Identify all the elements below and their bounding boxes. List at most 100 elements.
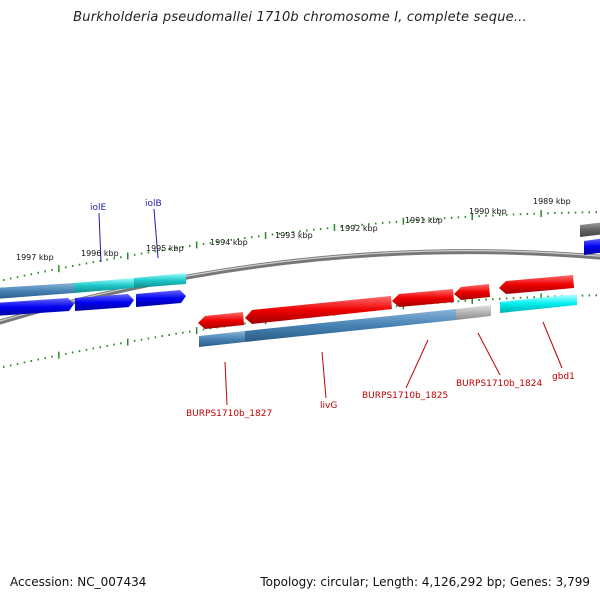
ruler-minor-tick <box>361 223 363 226</box>
ruler-minor-tick <box>51 269 53 272</box>
ruler-label: 1989 kbp <box>533 197 571 206</box>
ruler-minor-tick <box>237 238 239 240</box>
gene-forward-right-edge[interactable] <box>584 238 600 255</box>
ruler-minor-tick <box>395 220 398 223</box>
gene-label-BURPS1710b_1825[interactable]: BURPS1710b_1825 <box>362 391 448 401</box>
ruler-minor-tick <box>313 228 315 231</box>
cds-band-iolB <box>134 273 186 288</box>
ruler-minor-tick <box>175 332 177 335</box>
ruler-minor-tick <box>44 357 46 360</box>
gene-iolE[interactable] <box>75 294 134 311</box>
cds-band-BURPS1710b_1827 <box>199 331 245 347</box>
ruler-minor-tick <box>106 344 108 347</box>
ruler-minor-tick <box>354 224 356 227</box>
gene-label-BURPS1710b_1827[interactable]: BURPS1710b_1827 <box>186 409 272 419</box>
ruler-minor-tick <box>120 342 122 345</box>
ruler-minor-tick <box>416 219 418 222</box>
gene-forward-1[interactable] <box>0 298 74 316</box>
gene-label-iolB[interactable]: iolB <box>145 199 162 209</box>
ruler-minor-tick <box>464 299 467 302</box>
ruler-label: 1997 kbp <box>16 253 54 262</box>
ruler-minor-tick <box>85 348 88 351</box>
ruler-minor-tick <box>292 231 294 233</box>
ruler-minor-tick <box>561 211 563 214</box>
ruler-minor-tick <box>216 240 219 243</box>
ruler-minor-tick <box>409 219 411 222</box>
ruler-minor-tick <box>65 352 67 355</box>
ruler-minor-tick <box>381 221 384 224</box>
gene-livG[interactable] <box>245 296 392 324</box>
ruler-minor-tick <box>581 211 584 214</box>
ruler-minor-tick <box>78 350 81 353</box>
gene-BURPS1710b_1825[interactable] <box>392 289 454 307</box>
ruler-minor-tick <box>3 279 5 281</box>
ruler-minor-tick <box>37 271 39 274</box>
gene-BURPS1710b_1827[interactable] <box>198 312 244 329</box>
ruler-major-tick <box>127 338 129 346</box>
ruler-minor-tick <box>437 217 439 220</box>
ruler-minor-tick <box>140 338 143 341</box>
ruler-minor-tick <box>51 355 53 358</box>
ruler-minor-tick <box>202 242 205 245</box>
ruler-minor-tick <box>388 221 391 224</box>
cds-band-livG <box>245 309 456 342</box>
ruler-minor-tick <box>257 235 260 238</box>
ruler-minor-tick <box>499 214 501 217</box>
ruler-minor-tick <box>92 261 95 264</box>
gene-label-gbd1[interactable]: gbd1 <box>552 372 575 382</box>
ruler-minor-tick <box>113 343 115 346</box>
ruler-major-tick <box>333 224 336 231</box>
ruler-minor-tick <box>505 213 508 216</box>
ruler-minor-tick <box>492 214 494 217</box>
ruler-minor-tick <box>567 211 570 214</box>
ruler-minor-tick <box>375 222 377 225</box>
gene-gbd1[interactable] <box>499 275 574 294</box>
genome-summary: Topology: circular; Length: 4,126,292 bp… <box>260 575 590 589</box>
ruler-minor-tick <box>547 295 549 298</box>
ruler-minor-tick <box>533 212 535 215</box>
ruler-major-tick <box>264 231 267 239</box>
ruler-minor-tick <box>147 337 150 340</box>
ruler-minor-tick <box>340 225 343 228</box>
ruler-minor-tick <box>140 252 143 255</box>
ruler-minor-tick <box>519 213 522 216</box>
ruler-minor-tick <box>443 217 446 220</box>
ruler-minor-tick <box>299 230 301 233</box>
ruler-minor-tick <box>478 299 480 301</box>
ruler-minor-tick <box>554 212 556 214</box>
ruler-label: 1996 kbp <box>81 249 119 258</box>
ruler-minor-tick <box>581 294 584 297</box>
ruler-minor-tick <box>285 231 287 234</box>
ruler-minor-tick <box>595 211 597 214</box>
ruler-minor-tick <box>450 216 453 219</box>
ruler-minor-tick <box>595 294 597 297</box>
ruler-label: 1994 kbp <box>210 238 248 247</box>
ruler-minor-tick <box>306 229 308 232</box>
ruler-minor-tick <box>99 346 101 349</box>
ruler-minor-tick <box>9 277 12 280</box>
ruler-minor-tick <box>168 248 170 251</box>
ruler-major-tick <box>402 217 405 225</box>
ruler-minor-tick <box>519 296 522 299</box>
ruler-minor-tick <box>92 347 95 350</box>
label-leaders <box>98 208 563 406</box>
gene-label-BURPS1710b_1824[interactable]: BURPS1710b_1824 <box>456 379 542 389</box>
ruler-minor-tick <box>120 256 122 259</box>
cds-band-iolE <box>74 278 134 293</box>
ruler-minor-tick <box>588 211 591 214</box>
cds-band-forward-left <box>0 283 74 299</box>
ruler-minor-tick <box>16 276 19 279</box>
gene-label-iolE[interactable]: iolE <box>90 203 107 213</box>
gene-label-livG[interactable]: livG <box>320 401 337 411</box>
ruler-minor-tick <box>512 297 515 300</box>
ruler-track <box>3 210 597 281</box>
ruler-minor-tick <box>161 249 163 252</box>
ruler-minor-tick <box>588 294 591 297</box>
gene-BURPS1710b_1824[interactable] <box>454 284 490 300</box>
ruler-minor-tick <box>189 244 191 247</box>
ruler-minor-tick <box>347 225 349 228</box>
gene-iolB[interactable] <box>136 290 186 307</box>
ruler-minor-tick <box>574 211 577 214</box>
ruler-minor-tick <box>106 258 108 261</box>
